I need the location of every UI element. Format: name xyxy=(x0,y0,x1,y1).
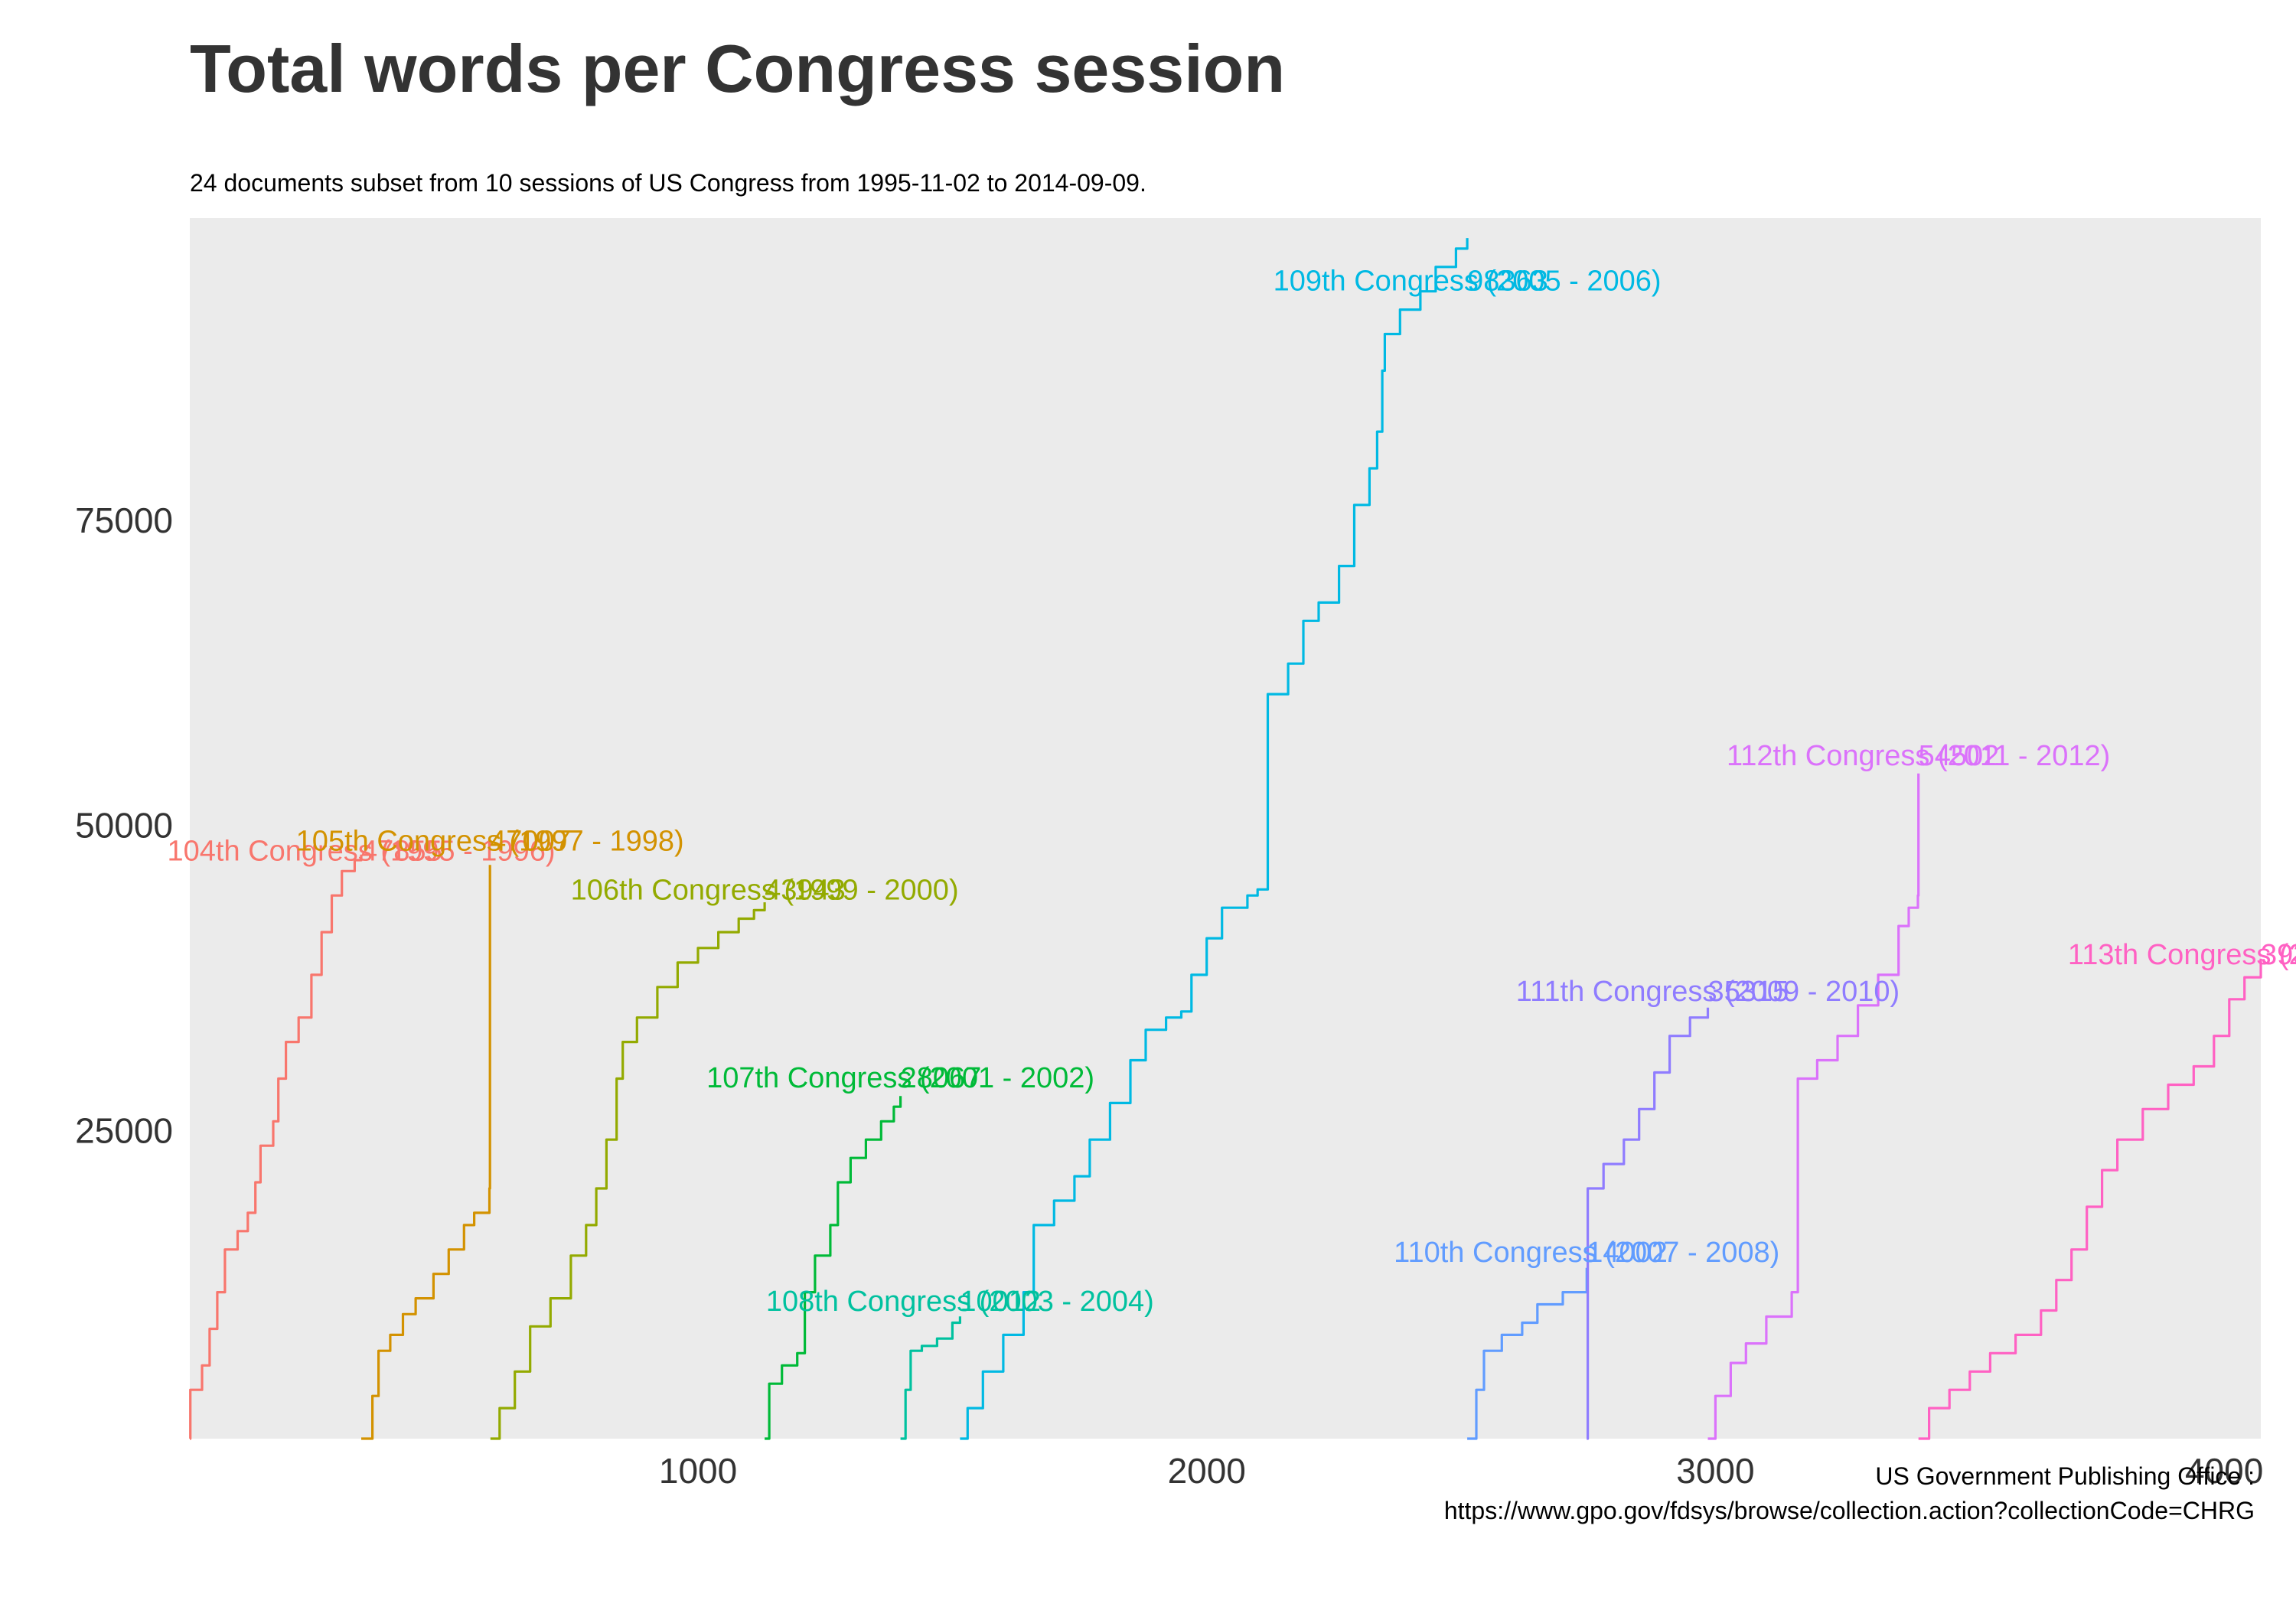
series-end-value-5: 98363 xyxy=(1467,266,1548,298)
y-axis-ticks: 25000 50000 75000 xyxy=(75,500,173,1151)
x-tick-label-1: 2000 xyxy=(1168,1451,1246,1491)
series-end-value-3: 28067 xyxy=(901,1062,982,1094)
series-end-value-8: 54502 xyxy=(1919,740,2000,772)
chart-title: Total words per Congress session xyxy=(190,31,1285,106)
chart-subtitle: 24 documents subset from 10 sessions of … xyxy=(190,169,1146,197)
series-end-value-6: 14002 xyxy=(1587,1237,1668,1269)
caption-source: US Government Publishing Office : xyxy=(1875,1462,2255,1490)
series-end-value-4: 10012 xyxy=(960,1286,1041,1318)
series-end-value-9: 39327 xyxy=(2261,939,2296,971)
y-tick-label-1: 50000 xyxy=(75,806,173,846)
y-tick-label-0: 25000 xyxy=(75,1110,173,1150)
series-end-value-2: 43943 xyxy=(765,874,846,906)
y-tick-label-2: 75000 xyxy=(75,500,173,540)
caption-url: https://www.gpo.gov/fdsys/browse/collect… xyxy=(1444,1497,2255,1524)
series-end-value-1: 47007 xyxy=(490,826,571,858)
x-tick-label-0: 1000 xyxy=(659,1451,737,1491)
x-tick-label-2: 3000 xyxy=(1676,1451,1754,1491)
series-end-value-7: 35315 xyxy=(1707,976,1789,1008)
